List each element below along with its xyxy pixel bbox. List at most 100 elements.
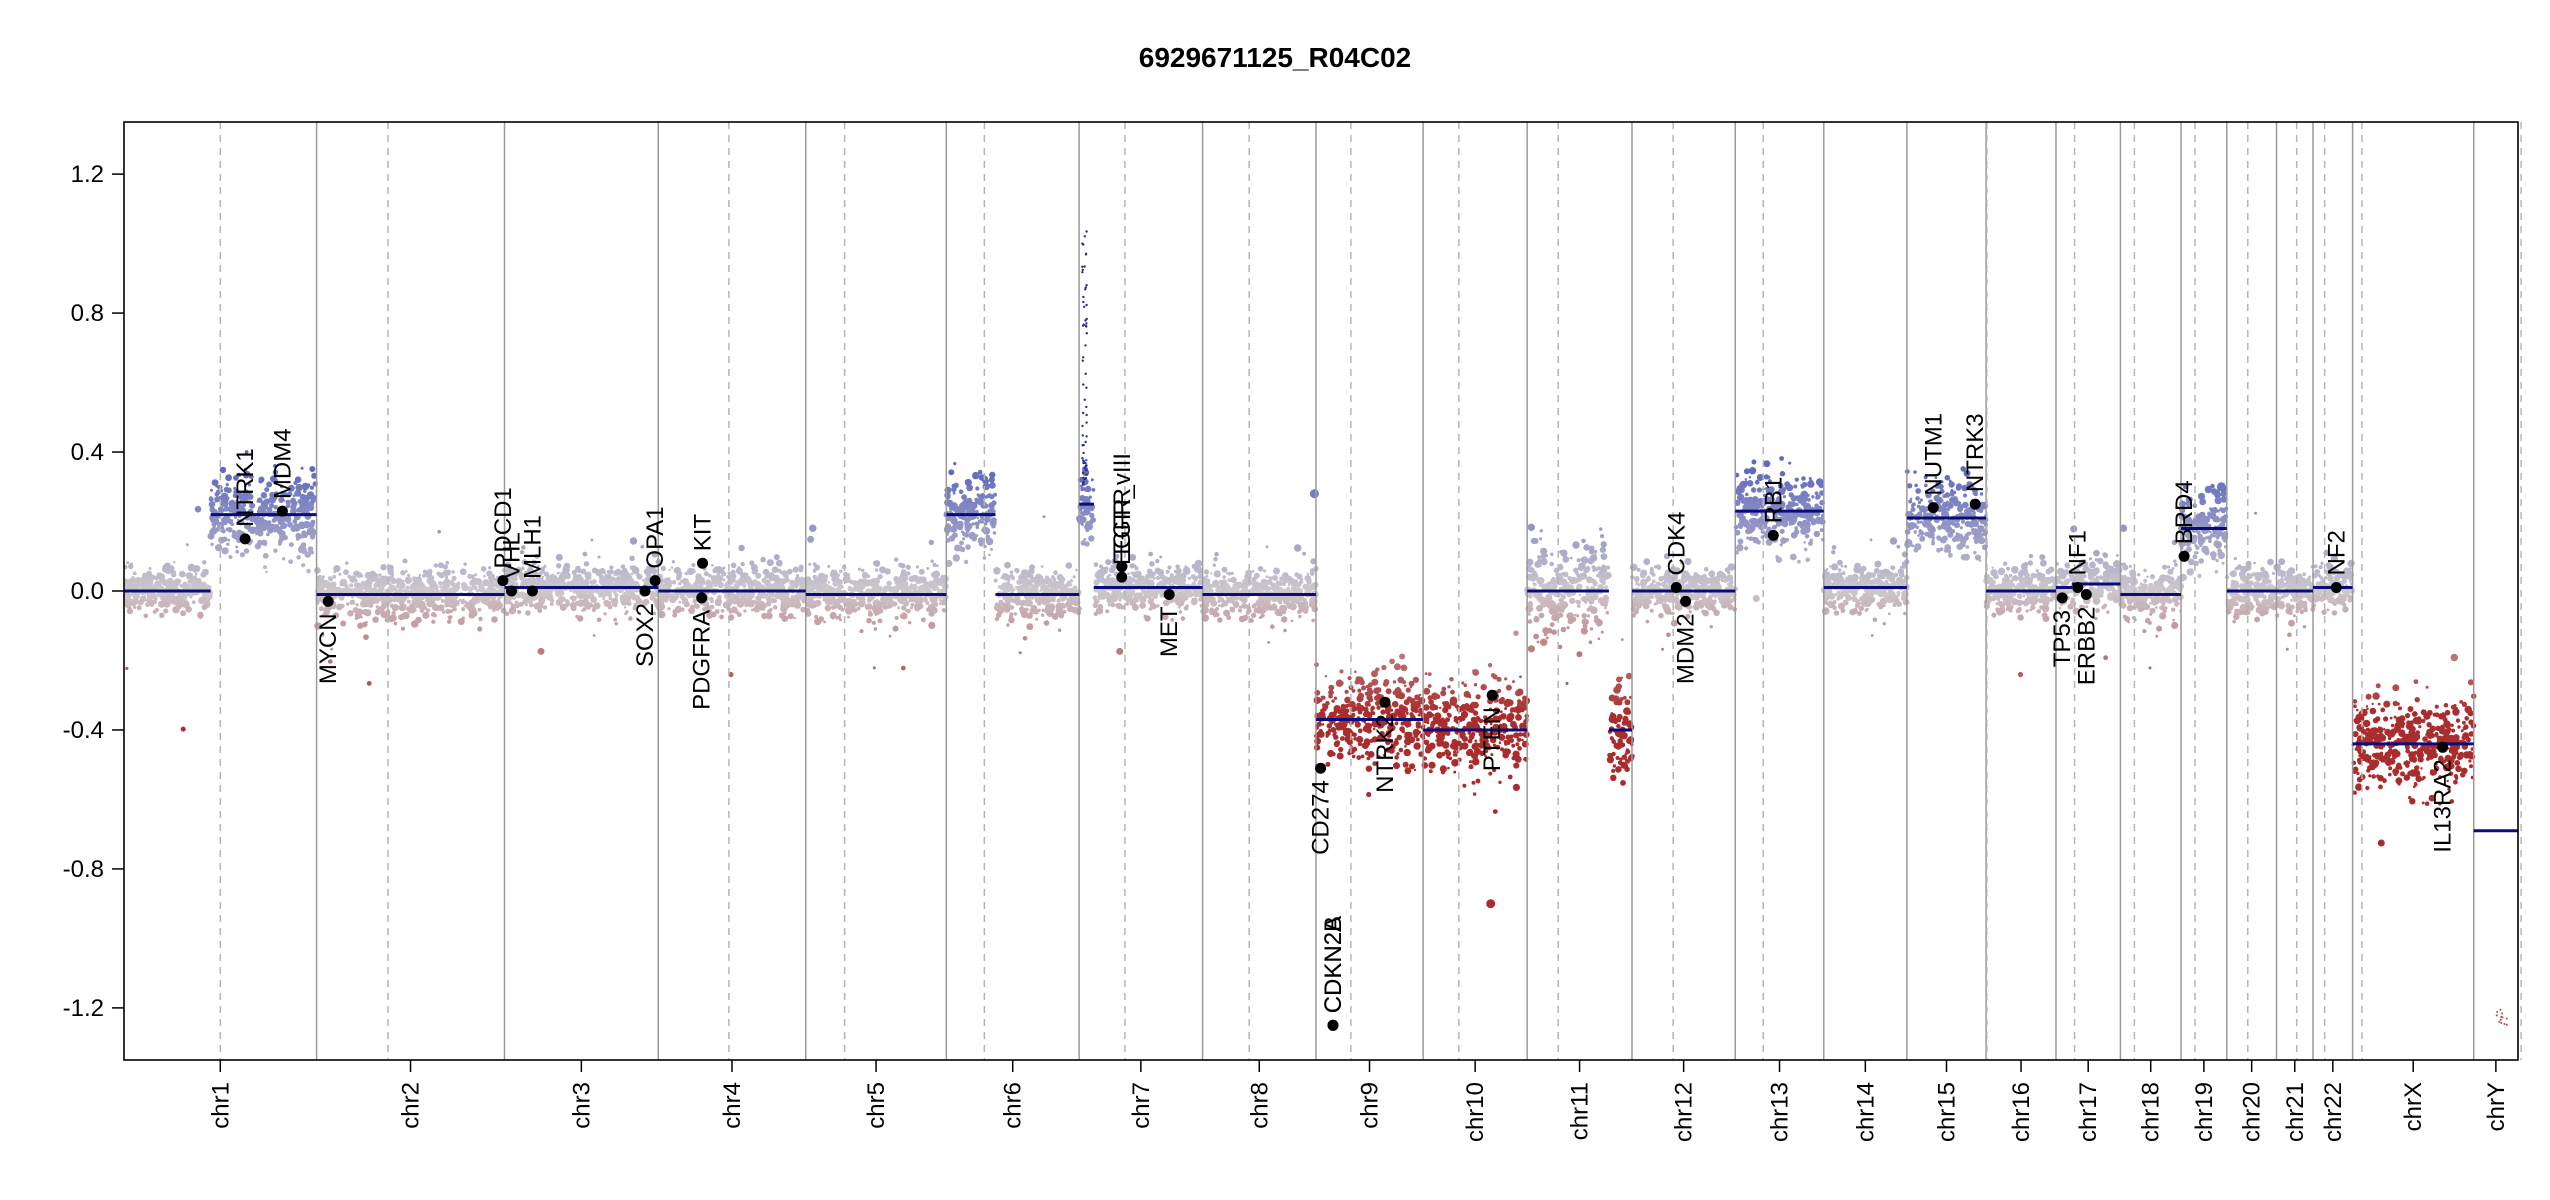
probe-point: [173, 561, 176, 564]
probe-point: [910, 602, 915, 607]
probe-point: [1314, 744, 1321, 751]
probe-point: [558, 574, 564, 580]
probe-point: [1081, 471, 1085, 475]
probe-point: [1333, 696, 1338, 700]
probe-point: [991, 500, 997, 506]
probe-point: [192, 566, 199, 573]
probe-point: [340, 620, 347, 627]
probe-point: [770, 597, 776, 604]
probe-point: [1302, 551, 1307, 556]
probe-point: [962, 537, 966, 541]
probe-point: [1018, 651, 1022, 655]
probe-point: [894, 557, 899, 562]
probe-point: [238, 519, 245, 526]
probe-point: [1584, 600, 1588, 604]
probe-point: [533, 602, 541, 610]
probe-point: [603, 571, 607, 574]
probe-point: [285, 503, 291, 509]
probe-point: [854, 600, 857, 604]
probe-point: [198, 615, 203, 619]
probe-point: [1217, 604, 1221, 607]
probe-point: [608, 594, 612, 598]
probe-point: [823, 620, 826, 624]
probe-point: [624, 612, 627, 616]
probe-point: [190, 580, 199, 589]
probe-point: [1504, 707, 1508, 710]
probe-point: [505, 611, 510, 616]
probe-point: [572, 576, 578, 582]
probe-point: [1393, 663, 1401, 671]
probe-point: [820, 576, 828, 584]
probe-point: [1412, 676, 1419, 684]
probe-point: [1108, 566, 1116, 574]
probe-point: [1351, 712, 1356, 718]
probe-point: [459, 568, 467, 576]
probe-point: [221, 528, 226, 534]
probe-point: [433, 613, 437, 618]
probe-point: [1242, 578, 1249, 585]
probe-point: [467, 588, 471, 592]
probe-point: [1053, 570, 1058, 575]
probe-point: [1085, 332, 1089, 335]
probe-point: [233, 486, 237, 490]
probe-point: [439, 606, 443, 610]
probe-point: [400, 570, 406, 576]
probe-point: [1079, 495, 1086, 502]
probe-point: [894, 616, 899, 620]
probe-point: [1095, 607, 1104, 615]
probe-point: [355, 582, 361, 588]
probe-point: [1082, 443, 1085, 447]
probe-point: [398, 581, 406, 589]
probe-point: [1022, 636, 1028, 641]
probe-point: [667, 607, 671, 611]
probe-point: [1009, 605, 1015, 610]
probe-point: [148, 567, 152, 570]
probe-point: [467, 573, 473, 580]
probe-point: [1040, 583, 1048, 592]
probe-point: [421, 573, 426, 578]
probe-point: [210, 532, 215, 537]
probe-point: [439, 585, 442, 589]
probe-point: [1059, 589, 1064, 594]
probe-point: [1515, 714, 1522, 721]
probe-point: [1427, 684, 1432, 688]
probe-point: [272, 478, 279, 485]
probe-point: [483, 574, 486, 578]
probe-point: [838, 618, 842, 622]
probe-point: [1002, 596, 1006, 599]
probe-point: [1480, 684, 1487, 691]
probe-point: [1154, 567, 1161, 574]
probe-point: [1417, 713, 1421, 717]
probe-point: [389, 584, 396, 591]
probe-point: [1229, 606, 1236, 613]
probe-point: [1128, 575, 1132, 580]
probe-point: [508, 607, 517, 615]
probe-point: [433, 563, 438, 568]
probe-point: [282, 517, 286, 521]
probe-point: [938, 598, 942, 602]
probe-point: [666, 592, 670, 595]
probe-point: [475, 578, 482, 586]
probe-point: [380, 564, 387, 571]
probe-point: [1040, 613, 1045, 617]
probe-point: [1396, 686, 1401, 692]
probe-point: [759, 604, 766, 611]
probe-point: [139, 582, 143, 586]
probe-point: [895, 577, 902, 584]
probe-point: [295, 483, 303, 492]
probe-point: [343, 569, 349, 576]
probe-point: [831, 575, 839, 583]
probe-point: [683, 596, 687, 600]
probe-point: [182, 604, 186, 608]
probe-point: [441, 581, 446, 586]
probe-point: [247, 491, 252, 496]
probe-point: [1028, 602, 1032, 606]
probe-point: [1083, 305, 1086, 308]
probe-point: [294, 489, 302, 497]
probe-point: [1450, 689, 1455, 695]
probe-point: [247, 483, 252, 487]
probe-point: [563, 603, 569, 608]
probe-point: [1081, 265, 1084, 268]
probe-point: [1581, 618, 1589, 626]
probe-point: [1165, 569, 1170, 574]
